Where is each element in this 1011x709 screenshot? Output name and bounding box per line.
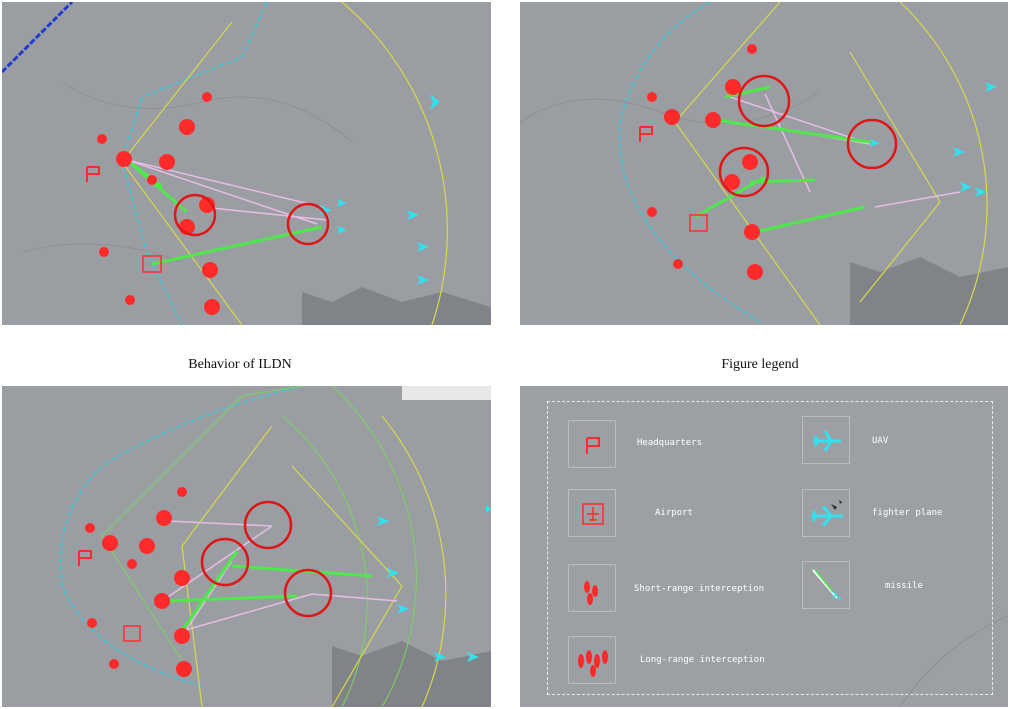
legend-item-airport	[568, 489, 616, 537]
caption-behavior: Behavior of ILDN	[188, 357, 292, 372]
highlight-circle	[283, 568, 333, 618]
range-arcs	[101, 386, 417, 707]
terrain-relief	[302, 287, 491, 325]
terrain-relief	[850, 257, 1008, 325]
legend-label-uav: UAV	[872, 436, 889, 446]
boundary-line	[59, 386, 303, 687]
sim-panel-bottom-left	[2, 386, 491, 707]
aircraft-group	[320, 94, 440, 285]
defense-units	[97, 92, 220, 315]
missile-tracks	[126, 159, 328, 225]
highlight-circle	[173, 193, 217, 237]
legend-panel: Headquarters Airport Short-range interce…	[520, 386, 1008, 707]
airport-icon	[123, 625, 141, 642]
fighter-plane-icon	[811, 500, 843, 527]
radar-range-edge	[121, 21, 243, 325]
legend-item-long-range	[568, 636, 616, 684]
airport-icon	[582, 503, 604, 525]
sim-panel-top-right	[520, 2, 1008, 325]
legend-frame	[547, 401, 993, 695]
headquarters-flag-icon	[78, 550, 92, 566]
legend-item-uav	[802, 416, 850, 464]
airport-icon	[142, 255, 162, 273]
highlight-circle	[846, 118, 898, 170]
uav-icon	[813, 430, 841, 452]
missile-icon	[812, 569, 842, 601]
long-range-interception-icon	[578, 650, 608, 677]
highlight-circle	[200, 537, 250, 587]
missile-tracks	[729, 93, 961, 208]
caption-figure-legend: Figure legend	[721, 357, 799, 372]
highlight-circle	[718, 146, 770, 198]
coast-line	[2, 2, 74, 74]
river-line	[61, 81, 353, 143]
headquarters-flag-icon	[86, 166, 100, 182]
airport-icon	[689, 214, 708, 232]
intercept-tracks	[166, 550, 373, 632]
legend-label-long-range: Long-range interception	[640, 655, 765, 665]
legend-item-short-range	[568, 564, 616, 612]
legend-item-headquarters	[568, 420, 616, 468]
legend-label-short-range: Short-range interception	[634, 584, 765, 594]
legend-item-missile	[802, 561, 850, 609]
sim-map-bottom-left	[59, 386, 491, 707]
legend-label-airport: Airport	[655, 508, 693, 518]
sim-map-top-left	[2, 2, 491, 325]
sim-panel-top-left	[2, 2, 491, 325]
legend-label-missile: missile	[885, 581, 923, 591]
legend-label-fighter-plane: fighter plane	[872, 508, 943, 518]
sim-map-top-right	[520, 2, 1008, 325]
missile-tracks	[161, 520, 398, 637]
legend-item-fighter-plane	[802, 489, 850, 537]
headquarters-flag-icon	[639, 126, 653, 142]
highlight-circle	[286, 202, 330, 246]
aircraft-group	[377, 505, 491, 662]
legend-label-headquarters: Headquarters	[637, 438, 703, 448]
highlight-circle	[737, 74, 791, 128]
aircraft-group	[870, 82, 997, 197]
defense-units	[85, 487, 192, 677]
short-range-interception-icon	[584, 581, 598, 605]
boundary-line	[618, 2, 761, 323]
boundary-line	[121, 2, 268, 325]
intercept-tracks	[694, 85, 871, 234]
terrain-relief	[332, 641, 491, 707]
radar-range-arc	[341, 2, 448, 325]
defense-units	[647, 44, 763, 280]
headquarters-flag-icon	[586, 437, 600, 454]
highlight-circle	[243, 500, 293, 550]
radar-range-arc	[899, 2, 988, 325]
